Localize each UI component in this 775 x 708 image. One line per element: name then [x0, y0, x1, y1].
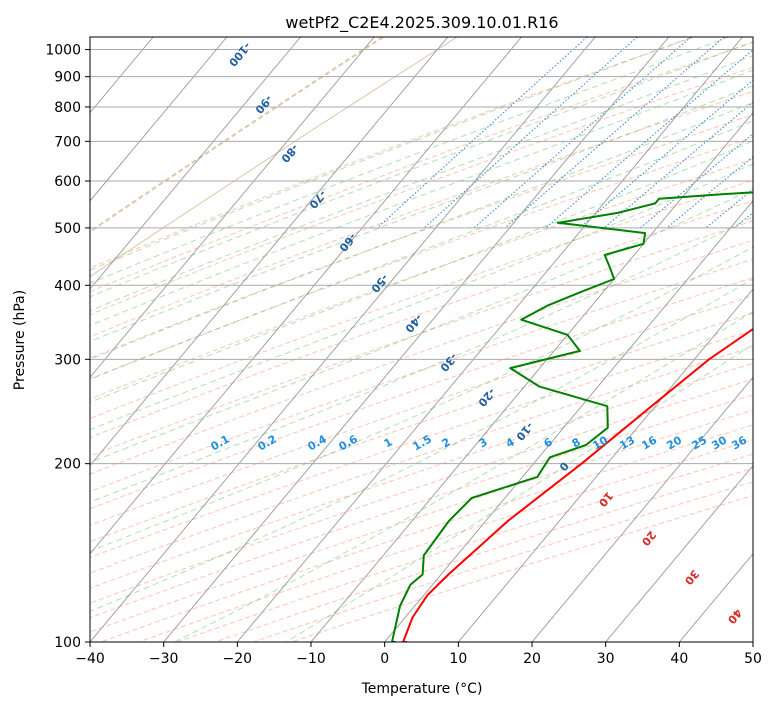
isotherm [384, 200, 753, 642]
isotherm [90, 37, 449, 467]
isotherm [163, 37, 670, 642]
moist-adiabat [90, 101, 753, 360]
chart-title: wetPf2_C2E4.2025.309.10.01.R16 [285, 13, 558, 33]
x-tick-label: 50 [744, 651, 762, 667]
x-tick-label: 20 [523, 651, 541, 667]
isotherm [90, 37, 522, 555]
dry-adiabat [90, 258, 753, 493]
y-tick-label: 800 [54, 100, 81, 116]
dry-adiabat [90, 346, 753, 574]
dry-adiabat [90, 239, 753, 475]
y-tick-label: 400 [54, 278, 81, 294]
y-tick-label: 100 [54, 635, 81, 651]
series-line [391, 191, 753, 642]
grid-lines [90, 37, 753, 642]
x-tick-label: 0 [380, 651, 389, 667]
dry-adiabat [90, 362, 753, 589]
mixing-ratio-line [376, 37, 588, 229]
dry-adiabat [90, 200, 753, 439]
x-tick-label: 40 [670, 651, 688, 667]
y-tick-label: 500 [54, 221, 81, 237]
dry-adiabat [90, 312, 753, 543]
dry-adiabat [90, 220, 753, 457]
isotherm [90, 37, 375, 379]
mixing-ratio-line [578, 79, 753, 229]
x-tick-label: −10 [296, 651, 326, 667]
isotherm [236, 37, 743, 642]
isotherm [605, 464, 753, 642]
mixing-ratio-line [504, 37, 725, 229]
dry-adiabat [90, 66, 753, 316]
dry-adiabat [90, 277, 753, 510]
dry-adiabat [90, 329, 753, 559]
mixing-ratio-line [545, 48, 753, 229]
moist-adiabat [90, 69, 753, 327]
moist-adiabat [90, 37, 730, 284]
dry-adiabat [90, 114, 753, 359]
y-tick-label: 900 [54, 70, 81, 86]
isotherm [90, 37, 596, 642]
x-axis-label: Temperature (°C) [361, 681, 483, 697]
reference-curve [90, 37, 384, 233]
y-tick-label: 700 [54, 134, 81, 150]
isotherm [310, 111, 753, 642]
isotherm [90, 37, 301, 290]
x-tick-label: −20 [223, 651, 253, 667]
isotherm [457, 288, 753, 642]
dry-adiabat [90, 136, 753, 380]
mixing-ratio-line [639, 133, 753, 229]
moist-adiabat [90, 140, 753, 403]
plot-frame [89, 36, 754, 643]
y-tick-label: 300 [54, 352, 81, 368]
isotherm [531, 376, 753, 642]
dry-adiabat [90, 179, 753, 420]
moist-adiabat [90, 163, 753, 431]
moist-adiabat [90, 37, 693, 271]
dry-adiabat [90, 378, 753, 604]
axis-ticks: −40 −30 −20 −10 0 10 20 30 40 50 100 200 300 400 500 60… [45, 43, 762, 667]
x-tick-label: −30 [149, 651, 179, 667]
dry-adiabat [90, 394, 753, 619]
reference-curve [90, 37, 458, 278]
series-line [402, 327, 753, 642]
moist-adiabat [90, 278, 753, 612]
y-tick-label: 600 [54, 174, 81, 190]
y-axis-label: Pressure (hPa) [12, 290, 28, 390]
series-group [391, 191, 753, 642]
y-tick-label: 200 [54, 457, 81, 473]
isotherm [90, 37, 228, 202]
dry-adiabat [90, 41, 753, 293]
x-tick-label: 30 [597, 651, 615, 667]
moist-adiabat [90, 41, 753, 298]
x-tick-label: 10 [449, 651, 467, 667]
dry-adiabat [90, 37, 695, 269]
moist-adiabat [174, 310, 753, 642]
mixing-ratio-line [473, 37, 692, 229]
dry-adiabat [90, 295, 753, 526]
y-tick-label: 1000 [45, 43, 81, 59]
x-tick-label: −40 [75, 651, 105, 667]
